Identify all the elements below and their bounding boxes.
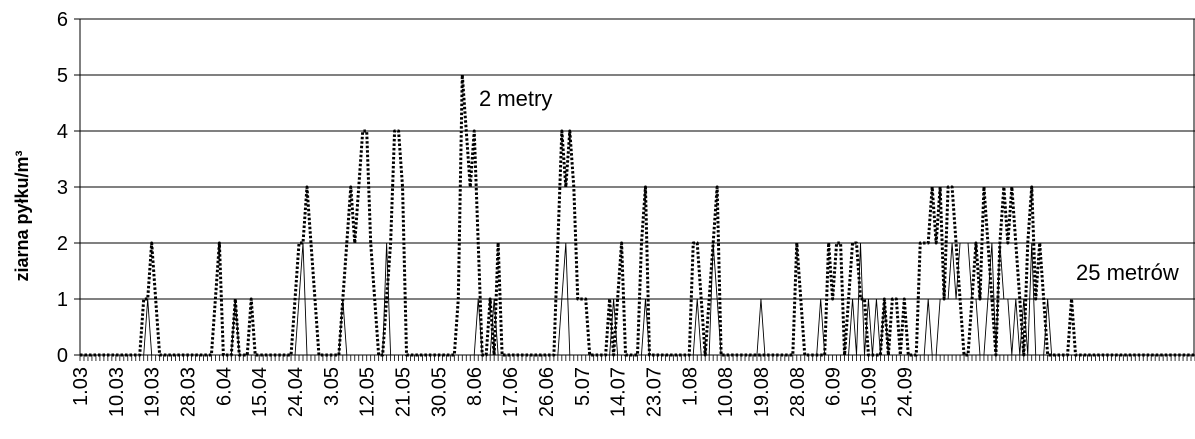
y-tick-label: 4: [57, 121, 68, 143]
x-tick-label: 19.08: [751, 367, 773, 417]
x-axis-ticks: [79, 355, 1195, 361]
x-tick-label: 14.07: [608, 367, 630, 417]
x-tick-label: 26.06: [536, 367, 558, 417]
x-tick-label: 10.08: [715, 367, 737, 417]
x-tick-label: 24.04: [285, 367, 307, 417]
y-axis-tick-labels: 0 1 2 3 4 5 6: [57, 9, 68, 367]
y-tick-label: 2: [57, 233, 68, 255]
x-tick-label: 17.06: [500, 367, 522, 417]
y-tick-label: 0: [57, 345, 68, 367]
x-tick-label: 28.03: [178, 367, 200, 417]
x-tick-label: 10.03: [106, 367, 128, 417]
x-tick-label: 5.07: [572, 367, 594, 406]
x-tick-label: 1.08: [679, 367, 701, 406]
series-line-25-metrow: [80, 242, 1195, 356]
x-tick-label: 8.06: [464, 367, 486, 406]
x-axis-tick-labels: 1.03 10.03 19.03 28.03 6.04 15.04 24.04 3.05 12.…: [70, 367, 916, 417]
x-tick-label: 3.05: [321, 367, 343, 406]
x-tick-label: 21.05: [393, 367, 415, 417]
x-tick-label: 24.09: [894, 367, 916, 417]
y-tick-label: 5: [57, 65, 68, 87]
x-tick-label: 6.04: [213, 367, 235, 406]
series-line-2-metry: [80, 73, 1195, 357]
x-tick-label: 1.03: [70, 367, 92, 406]
y-tick-label: 3: [57, 177, 68, 199]
x-tick-label: 23.07: [643, 367, 665, 417]
y-tick-label: 6: [57, 9, 68, 31]
x-tick-label: 15.04: [249, 367, 271, 417]
y-tick-label: 1: [57, 289, 68, 311]
x-tick-label: 28.08: [787, 367, 809, 417]
x-tick-label: 6.09: [823, 367, 845, 406]
x-tick-label: 15.09: [858, 367, 880, 417]
y-axis-label: ziarna pyłku/m³: [12, 150, 32, 281]
x-tick-label: 30.05: [428, 367, 450, 417]
annotation-2-metry: 2 metry: [479, 86, 552, 111]
x-tick-label: 12.05: [357, 367, 379, 417]
series-layer: [80, 73, 1195, 357]
x-tick-label: 19.03: [142, 367, 164, 417]
annotation-25-metrow: 25 metrów: [1076, 260, 1179, 285]
